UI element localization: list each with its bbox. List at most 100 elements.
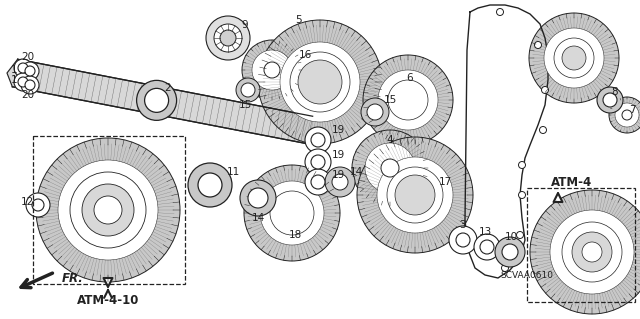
Circle shape [480,240,494,254]
Circle shape [90,192,126,228]
Bar [33,136,185,284]
Circle shape [258,20,382,144]
Circle shape [25,66,35,76]
Text: 13: 13 [478,227,492,237]
Circle shape [94,196,122,224]
Circle shape [518,191,525,198]
Circle shape [541,86,548,93]
Text: ATM-4-10: ATM-4-10 [77,293,139,307]
Circle shape [497,9,504,16]
Text: 19: 19 [332,125,344,135]
Circle shape [70,172,146,248]
Circle shape [290,52,350,112]
Circle shape [572,232,612,272]
Text: 1: 1 [11,65,17,75]
Circle shape [21,76,39,94]
Circle shape [248,188,268,208]
Circle shape [388,80,428,120]
Circle shape [381,159,399,177]
Circle shape [252,50,292,90]
Circle shape [58,160,158,260]
Circle shape [456,233,470,247]
Text: 14: 14 [252,213,264,223]
Circle shape [367,104,383,120]
Circle shape [305,149,331,175]
Circle shape [562,222,622,282]
Text: 5: 5 [294,15,301,25]
Circle shape [544,28,604,88]
Circle shape [206,16,250,60]
Circle shape [516,232,524,239]
Bar [527,188,635,302]
Circle shape [26,193,50,217]
Circle shape [474,234,500,260]
Circle shape [502,264,509,271]
Circle shape [145,88,168,112]
Circle shape [603,93,617,107]
Circle shape [280,201,304,225]
Circle shape [609,97,640,133]
Circle shape [270,191,314,235]
Circle shape [577,237,607,267]
Circle shape [305,169,331,195]
Circle shape [14,59,32,77]
Text: 8: 8 [612,87,618,97]
Circle shape [377,157,453,233]
Circle shape [311,155,325,169]
Circle shape [242,40,302,100]
Text: 20: 20 [21,52,35,62]
Circle shape [21,62,39,80]
Text: SCVAA0610: SCVAA0610 [500,271,554,279]
Polygon shape [12,59,313,144]
Circle shape [36,138,180,282]
Circle shape [305,127,331,153]
Text: 17: 17 [438,177,452,187]
Text: 11: 11 [227,167,239,177]
Circle shape [540,127,547,133]
Circle shape [298,60,342,104]
Circle shape [244,165,340,261]
Circle shape [332,174,348,190]
Circle shape [305,67,335,97]
Circle shape [18,63,28,73]
Text: 16: 16 [298,50,312,60]
Circle shape [82,184,134,236]
Circle shape [529,13,619,103]
Text: 1: 1 [11,75,17,85]
Circle shape [449,226,477,254]
Circle shape [554,38,594,78]
Circle shape [220,30,236,46]
Circle shape [615,103,639,127]
Circle shape [550,210,634,294]
Text: 7: 7 [628,105,636,115]
Circle shape [401,181,429,209]
Circle shape [236,78,260,102]
Circle shape [14,73,32,91]
Text: 19: 19 [332,170,344,180]
Circle shape [136,80,177,120]
Circle shape [188,163,232,207]
Circle shape [325,167,355,197]
Polygon shape [7,59,18,87]
Circle shape [622,110,632,120]
Text: 10: 10 [504,232,518,242]
Text: 14: 14 [349,167,363,177]
Circle shape [240,180,276,216]
Circle shape [260,181,324,245]
Circle shape [534,41,541,48]
Circle shape [357,137,473,253]
Text: 12: 12 [20,197,34,207]
Text: 15: 15 [383,95,397,105]
Text: 20: 20 [21,90,35,100]
Text: 15: 15 [238,100,252,110]
Circle shape [361,98,389,126]
Circle shape [311,133,325,147]
Circle shape [518,161,525,168]
Circle shape [365,143,415,193]
Circle shape [395,175,435,215]
Circle shape [398,90,418,110]
Circle shape [363,55,453,145]
Text: ATM-4: ATM-4 [552,176,593,189]
Text: 19: 19 [332,150,344,160]
Circle shape [18,77,28,87]
